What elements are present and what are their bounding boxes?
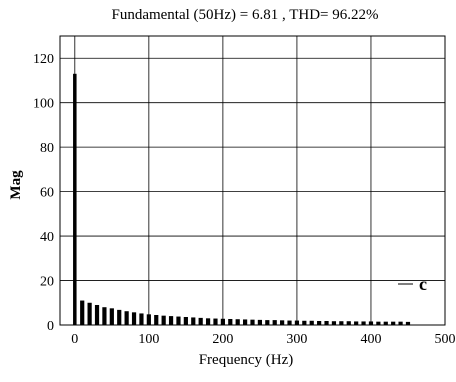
bar	[287, 320, 292, 325]
bar	[80, 300, 85, 325]
x-tick-label: 300	[286, 332, 307, 347]
bar-series	[73, 73, 411, 326]
bar	[198, 317, 203, 325]
bar	[250, 319, 255, 325]
bar	[168, 316, 174, 325]
bar	[213, 318, 218, 325]
bar	[176, 316, 181, 325]
y-tick-label: 80	[40, 141, 54, 156]
x-axis-label: Frequency (Hz)	[199, 352, 294, 368]
bar	[272, 320, 277, 325]
bar	[154, 314, 159, 325]
bar	[73, 73, 77, 326]
y-tick-label: 120	[33, 52, 54, 67]
bar	[139, 313, 144, 325]
bar	[257, 319, 263, 325]
bar	[242, 319, 248, 325]
bar	[146, 314, 151, 325]
y-axis-label: Mag	[8, 170, 24, 200]
bar	[124, 311, 129, 325]
bar	[109, 308, 114, 325]
bar	[191, 317, 196, 325]
plot-area-frame	[59, 35, 446, 326]
bar	[405, 321, 411, 325]
bar	[309, 320, 314, 325]
bar	[376, 321, 381, 325]
bar	[331, 321, 337, 325]
bar	[354, 321, 359, 325]
bar	[94, 304, 100, 325]
bar	[398, 321, 403, 325]
bar	[324, 320, 329, 325]
bar	[265, 320, 270, 325]
bar	[183, 316, 188, 325]
bar	[280, 320, 285, 325]
bar	[220, 318, 225, 325]
bar	[391, 321, 396, 325]
x-tick-label: 400	[360, 332, 381, 347]
bar	[339, 321, 344, 325]
y-tick-label: 60	[40, 186, 54, 201]
y-tick-label: 0	[47, 319, 54, 334]
bar	[102, 307, 107, 325]
bar	[235, 319, 240, 325]
x-tick-label: 200	[212, 332, 233, 347]
bar	[131, 312, 137, 325]
bar	[161, 315, 166, 325]
bar	[205, 318, 211, 325]
x-tick-label: 0	[71, 332, 78, 347]
bar	[117, 309, 122, 325]
bar	[294, 320, 300, 325]
bar	[87, 302, 92, 325]
x-tick-label: 100	[138, 332, 159, 347]
bar	[368, 321, 374, 325]
chart-title: Fundamental (50Hz) = 6.81 , THD= 96.22%	[111, 7, 378, 23]
y-axis-ticks: 0 20 40 60 80 100 120	[33, 52, 54, 334]
x-axis-ticks: 0 100 200 300 400 500	[71, 332, 455, 347]
bar	[361, 321, 366, 325]
bar	[346, 321, 351, 325]
y-tick-label: 20	[40, 275, 54, 290]
bar	[302, 320, 307, 325]
bar	[383, 321, 388, 325]
bar	[317, 320, 322, 325]
y-tick-label: 100	[33, 97, 54, 112]
y-tick-label: 40	[40, 230, 54, 245]
grid-lines	[60, 36, 446, 326]
bar	[228, 318, 233, 325]
x-tick-label: 500	[435, 332, 456, 347]
annotation-label: c	[419, 274, 427, 294]
